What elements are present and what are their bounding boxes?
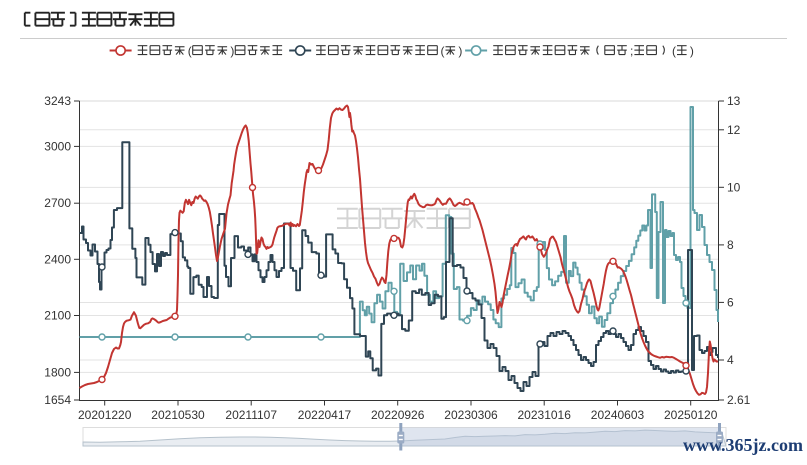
svg-text:10: 10 (727, 180, 741, 194)
svg-text:;: ; (630, 44, 633, 58)
svg-text:12: 12 (727, 123, 741, 137)
svg-text:(: ( (441, 44, 445, 58)
svg-text:8: 8 (727, 238, 734, 252)
svg-text:3243: 3243 (44, 94, 71, 108)
svg-text:2700: 2700 (44, 196, 71, 210)
svg-text:(: ( (672, 44, 676, 58)
svg-text:20220926: 20220926 (371, 408, 425, 422)
svg-text:2400: 2400 (44, 252, 71, 266)
svg-text:6: 6 (727, 295, 734, 309)
svg-text:13: 13 (727, 94, 741, 108)
svg-text:20230306: 20230306 (444, 408, 498, 422)
svg-text:20211107: 20211107 (225, 408, 277, 422)
svg-text:(: ( (188, 44, 192, 58)
svg-text:): ) (458, 44, 462, 58)
svg-text:2100: 2100 (44, 309, 71, 323)
svg-text:4: 4 (727, 353, 734, 367)
svg-text:): ) (690, 44, 694, 58)
svg-text:www.365jz.com: www.365jz.com (683, 435, 803, 455)
svg-text:): ) (230, 44, 234, 58)
svg-text:1654: 1654 (44, 393, 71, 407)
svg-text:1800: 1800 (44, 365, 71, 379)
svg-text:2.61: 2.61 (727, 393, 751, 407)
svg-text:20201220: 20201220 (78, 408, 132, 422)
svg-text:20220417: 20220417 (298, 408, 352, 422)
svg-text:20210530: 20210530 (151, 408, 205, 422)
svg-text:3000: 3000 (44, 139, 71, 153)
svg-text:20250120: 20250120 (664, 408, 718, 422)
svg-text:20231016: 20231016 (518, 408, 572, 422)
svg-text:20240603: 20240603 (591, 408, 645, 422)
